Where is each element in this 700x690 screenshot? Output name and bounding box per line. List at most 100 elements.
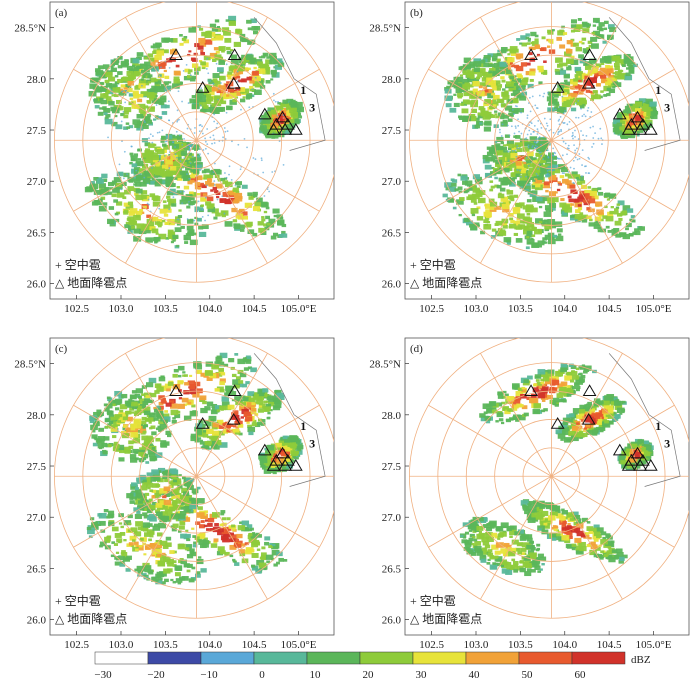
radial-line bbox=[196, 353, 268, 477]
point-label: 3 bbox=[309, 437, 315, 451]
hail-point-marker bbox=[621, 123, 636, 135]
y-tick-label: 28.5°N bbox=[14, 359, 46, 371]
hail-point-marker bbox=[612, 443, 627, 456]
colorbar-tick-label: 50 bbox=[522, 669, 534, 681]
y-tick-label: 28.5°N bbox=[369, 23, 401, 35]
colorbar-unit: dBZ bbox=[631, 654, 651, 666]
hail-point-marker bbox=[195, 417, 210, 429]
range-rings bbox=[54, 338, 334, 619]
radial-line bbox=[551, 17, 623, 141]
hail-point-marker bbox=[524, 384, 538, 396]
y-tick-label: 26.5 bbox=[27, 563, 47, 575]
radial-line bbox=[428, 139, 552, 212]
y-tick-label: 27.5 bbox=[27, 125, 47, 137]
point-label: 3 bbox=[309, 101, 315, 115]
point-label: 3 bbox=[664, 437, 670, 451]
hail-point-marker bbox=[257, 443, 272, 456]
radial-line bbox=[551, 475, 675, 548]
colorbar-segment bbox=[359, 651, 414, 665]
x-tick-label: 103.0 bbox=[464, 639, 489, 651]
legend-item: △ 地面降雹点 bbox=[55, 612, 127, 626]
radial-line bbox=[125, 140, 197, 264]
colorbar: −30 −20 −10 0 10 20 30 40 50 60 dBZ bbox=[94, 651, 651, 681]
y-tick-label: 28.0 bbox=[27, 410, 47, 422]
panel-frame bbox=[49, 1, 335, 300]
radial-line bbox=[196, 140, 268, 264]
x-tick-label: 102.5 bbox=[64, 303, 89, 315]
colorbar-tick-label: 60 bbox=[575, 669, 587, 681]
hail-point-marker bbox=[630, 110, 645, 123]
y-tick-label: 26.0 bbox=[382, 615, 402, 627]
panel-plot-area: 13 bbox=[409, 338, 689, 619]
hail-point-marker bbox=[582, 384, 597, 396]
radial-line bbox=[125, 476, 197, 600]
radial-line bbox=[73, 475, 197, 548]
hail-point-marker bbox=[621, 459, 636, 471]
hail-point-marker bbox=[581, 412, 596, 425]
legend-item: △ 地面降雹点 bbox=[410, 612, 482, 626]
colorbar-tick-label: 20 bbox=[363, 669, 375, 681]
colorbar-tick-label: 0 bbox=[259, 669, 265, 681]
radial-line bbox=[73, 139, 197, 212]
x-tick-label: 105.0°E bbox=[281, 639, 317, 651]
hail-point-marker bbox=[169, 48, 183, 60]
hail-point-marker bbox=[288, 123, 303, 135]
y-tick-label: 28.0 bbox=[382, 74, 402, 86]
x-tick-label: 103.0 bbox=[109, 303, 134, 315]
colorbar-segment bbox=[571, 651, 626, 665]
radial-line bbox=[551, 139, 675, 212]
x-tick-label: 103.5 bbox=[153, 639, 178, 651]
hail-point-marker bbox=[278, 123, 293, 135]
ground-hail-points bbox=[524, 48, 658, 135]
x-tick-label: 103.5 bbox=[508, 639, 533, 651]
hail-point-marker bbox=[524, 48, 538, 60]
colorbar-tick-label: 40 bbox=[469, 669, 481, 681]
x-tick-label: 104.5 bbox=[597, 639, 622, 651]
hail-point-marker bbox=[275, 446, 290, 459]
colorbar-segment bbox=[412, 651, 467, 665]
x-tick-label: 103.0 bbox=[109, 639, 134, 651]
y-tick-label: 26.0 bbox=[27, 279, 47, 291]
colorbar-segment bbox=[94, 651, 149, 665]
panel-plot-area: 13 bbox=[54, 2, 334, 283]
y-tick-label: 27.5 bbox=[382, 461, 402, 473]
x-tick-label: 102.5 bbox=[419, 303, 444, 315]
hail-point-marker bbox=[275, 110, 290, 123]
radial-line bbox=[196, 17, 268, 141]
radial-line bbox=[551, 404, 675, 477]
range-rings bbox=[54, 2, 334, 283]
panel-plot-area: 13 bbox=[54, 338, 334, 619]
hail-point-marker bbox=[226, 412, 241, 425]
ground-hail-points bbox=[524, 384, 658, 471]
panel-label: (d) bbox=[410, 343, 423, 355]
x-tick-label: 104.5 bbox=[242, 639, 267, 651]
ground-hail-points bbox=[169, 48, 303, 135]
radial-line bbox=[480, 140, 552, 264]
radial-line bbox=[480, 476, 552, 600]
legend-item: △ 地面降雹点 bbox=[410, 276, 482, 290]
hail-point-marker bbox=[630, 446, 645, 459]
radial-line bbox=[428, 404, 552, 477]
province-boundary bbox=[253, 17, 326, 151]
ground-hail-points bbox=[169, 384, 303, 471]
x-tick-label: 105.0°E bbox=[281, 303, 317, 315]
radial-line bbox=[480, 353, 552, 477]
colorbar-tick-label: 10 bbox=[310, 669, 322, 681]
range-rings bbox=[409, 338, 689, 619]
x-tick-label: 103.5 bbox=[153, 303, 178, 315]
radial-line bbox=[73, 404, 197, 477]
hail-point-marker bbox=[550, 417, 565, 429]
colorbar-segment bbox=[253, 651, 308, 665]
radial-line bbox=[551, 353, 623, 477]
colorbar-segment bbox=[200, 651, 255, 665]
legend-item: + 空中雹 bbox=[410, 257, 456, 272]
radial-line bbox=[73, 68, 197, 141]
x-tick-label: 104.5 bbox=[242, 303, 267, 315]
x-tick-label: 105.0°E bbox=[636, 639, 672, 651]
legend-item: + 空中雹 bbox=[410, 593, 456, 608]
hail-point-marker bbox=[226, 76, 241, 89]
y-tick-label: 27.0 bbox=[382, 176, 402, 188]
